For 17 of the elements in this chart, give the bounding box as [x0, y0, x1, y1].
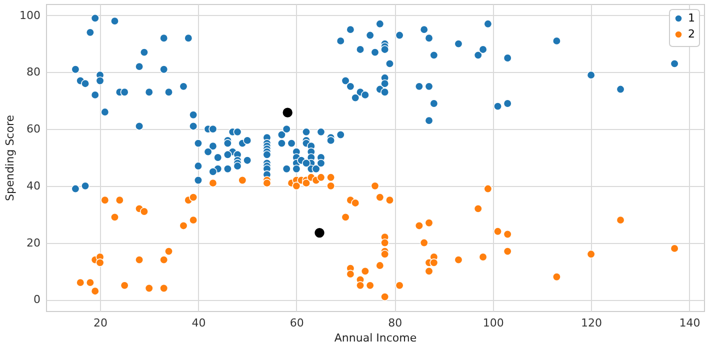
x-tick-label: 20: [94, 316, 108, 330]
y-tick-label: 40: [26, 179, 40, 192]
x-tick-label: 60: [290, 316, 304, 330]
legend-label: 1: [688, 12, 695, 24]
y-tick-label: 80: [26, 66, 40, 79]
x-tick-label: 40: [192, 316, 206, 330]
x-tick-label: 100: [482, 316, 504, 330]
y-tick-label: 100: [20, 8, 40, 22]
y-tick-label: 20: [26, 236, 40, 250]
y-tick-label: 60: [26, 122, 40, 136]
y-axis-title: Spending Score: [4, 114, 17, 202]
x-tick-label: 140: [679, 316, 700, 330]
x-tick-label: 80: [388, 316, 402, 330]
x-axis-title: Annual Income: [334, 332, 417, 344]
y-tick-label: 0: [34, 293, 40, 306]
legend-label: 2: [688, 28, 695, 40]
x-tick-label: 120: [581, 316, 602, 330]
